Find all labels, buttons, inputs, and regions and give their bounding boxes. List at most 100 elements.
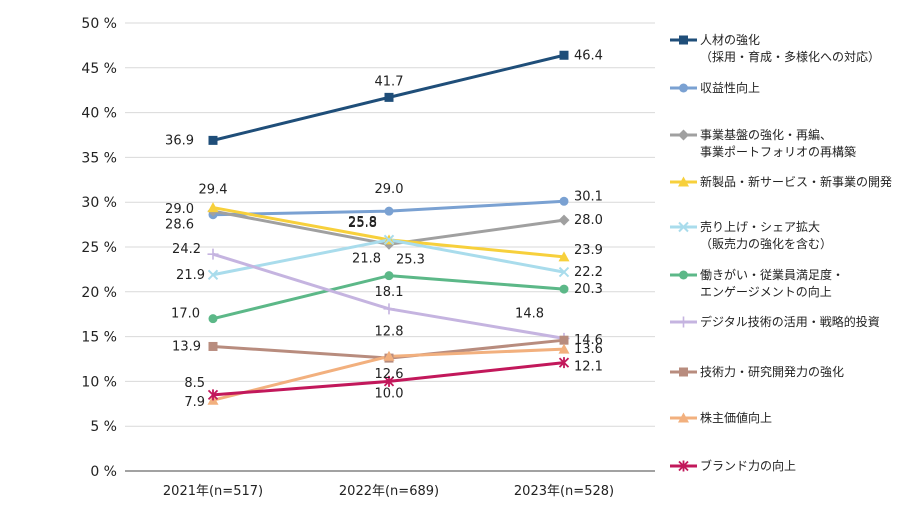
legend-swatch-marker xyxy=(678,412,689,423)
legend-sublabel: エンゲージメントの向上 xyxy=(700,284,832,299)
series-2-data-label: 28.6 xyxy=(165,218,194,233)
data-labels: 36.941.746.428.629.0 30.129.025.328.029.4… xyxy=(165,48,603,410)
y-tick-label: 0 % xyxy=(90,464,117,480)
series-5-point xyxy=(558,266,570,278)
x-tick-label: 2021年(n=517) xyxy=(163,484,263,499)
series-10-data-label: 8.5 xyxy=(184,376,205,391)
series-6-point xyxy=(559,284,569,294)
series-9-data-label: 12.8 xyxy=(375,324,404,339)
y-tick-label: 15 % xyxy=(81,330,117,346)
y-tick-label: 10 % xyxy=(81,374,117,390)
series-9-point xyxy=(558,343,570,354)
y-tick-label: 20 % xyxy=(81,285,117,301)
series-10-data-label: 12.1 xyxy=(574,360,603,375)
y-axis-ticks: 0 % 5 % 10 % 15 % 20 % 25 % 30 % 35 % 40 % 45 % 50… xyxy=(81,16,117,480)
legend-item: 株主価値向上 xyxy=(670,410,772,425)
legend-item: デジタル技術の活用・戦略的投資 xyxy=(670,314,880,329)
x-axis-ticks: 2021年(n=517) 2022年(n=689) 2023年(n=528) xyxy=(163,484,614,499)
x-tick-label: 2022年(n=689) xyxy=(339,484,439,499)
legend-item: 新製品・新サービス・新事業の開発 xyxy=(670,174,892,189)
legend-label: 人材の強化 xyxy=(700,33,760,47)
series-markers xyxy=(207,50,570,405)
series-6-point xyxy=(208,314,218,324)
legend-swatch-marker xyxy=(679,35,688,45)
series-9-point xyxy=(383,350,395,361)
legend-label: ブランド力の向上 xyxy=(700,458,796,473)
series-4-point xyxy=(558,251,570,262)
y-tick-label: 45 % xyxy=(81,61,117,77)
y-tick-label: 35 % xyxy=(81,150,117,166)
series-3-point xyxy=(558,214,570,226)
series-10-point xyxy=(558,357,570,369)
legend-swatch-marker xyxy=(679,270,688,280)
series-6-data-label: 17.0 xyxy=(171,307,200,322)
series-5-data-label: 25.8 xyxy=(348,216,377,231)
series-1-data-label: 41.7 xyxy=(375,74,404,89)
legend-item: 収益性向上 xyxy=(670,80,760,95)
series-6-point xyxy=(384,271,394,281)
series-6-data-label: 20.3 xyxy=(574,282,603,297)
series-lines xyxy=(212,53,565,402)
series-1-data-label: 46.4 xyxy=(574,48,603,63)
series-3-data-label: 28.0 xyxy=(574,213,603,228)
series-7-data-label: 18.1 xyxy=(375,285,404,300)
legend-swatch-marker xyxy=(678,460,689,472)
series-8-data-label: 13.9 xyxy=(172,339,201,354)
legend-label: 働きがい・従業員満足度・ xyxy=(700,267,844,282)
y-tick-label: 50 % xyxy=(81,16,117,32)
legend-label: 事業基盤の強化・再編、 xyxy=(700,127,832,142)
legend-swatch-marker xyxy=(678,221,689,233)
series-7-point xyxy=(207,248,219,260)
series-8-point xyxy=(559,335,569,345)
legend-sublabel: 事業ポートフォリオの再構築 xyxy=(700,144,856,159)
legend-item: 売り上げ・シェア拡大 （販売力の強化を含む） xyxy=(670,219,832,251)
series-2-data-label: 29.0 xyxy=(375,182,404,197)
legend-swatch-marker xyxy=(678,176,689,187)
series-2-data-label: 30.1 xyxy=(574,189,603,204)
series-7-point xyxy=(383,303,395,315)
series-6-data-label: 21.8 xyxy=(352,252,381,267)
series-9-data-label: 13.6 xyxy=(574,342,603,357)
legend-swatch-marker xyxy=(678,129,689,141)
series-7-data-label: 24.2 xyxy=(172,242,201,257)
series-5-point xyxy=(207,269,219,280)
y-tick-label: 25 % xyxy=(81,240,117,256)
legend-label: 株主価値向上 xyxy=(700,410,772,425)
series-10-point xyxy=(383,375,395,387)
series-1-point xyxy=(208,135,218,145)
series-10-data-label: 10.0 xyxy=(375,386,404,401)
legend-swatch-marker xyxy=(679,367,688,377)
legend-sublabel: （採用・育成・多様化への対応） xyxy=(700,49,880,64)
series-4-data-label: 29.4 xyxy=(199,183,228,198)
series-9-data-label: 7.9 xyxy=(184,395,205,410)
series-3-data-label: 25.3 xyxy=(396,252,425,267)
series-2-point xyxy=(559,196,569,206)
legend: 人材の強化 （採用・育成・多様化への対応） 収益性向上事業基盤の強化・再編、事業ポー… xyxy=(670,33,892,473)
series-5-point xyxy=(383,234,395,246)
series-7-data-label: 14.8 xyxy=(515,306,544,321)
legend-sublabel: （販売力の強化を含む） xyxy=(700,236,832,251)
legend-label: 技術力・研究開発力の強化 xyxy=(700,364,844,379)
series-2-point xyxy=(384,206,394,216)
legend-label: 売り上げ・シェア拡大 xyxy=(700,219,820,234)
series-8-data-label: 12.6 xyxy=(375,367,404,382)
x-tick-label: 2023年(n=528) xyxy=(514,484,614,499)
legend-label: 収益性向上 xyxy=(700,80,760,95)
legend-swatch-marker xyxy=(679,83,688,93)
series-10-point xyxy=(207,389,219,401)
legend-item: ブランド力の向上 xyxy=(670,458,796,473)
series-1-point xyxy=(559,50,569,60)
series-4-data-label: 25.8 xyxy=(348,215,377,230)
y-tick-label: 30 % xyxy=(81,195,117,211)
y-tick-label: 5 % xyxy=(90,419,117,435)
legend-label: デジタル技術の活用・戦略的投資 xyxy=(700,314,880,329)
series-4-point xyxy=(207,202,219,213)
legend-item: 人材の強化 （採用・育成・多様化への対応） xyxy=(670,33,880,64)
series-4-data-label: 23.9 xyxy=(574,243,603,258)
y-tick-label: 40 % xyxy=(81,106,117,122)
series-8-data-label: 14.6 xyxy=(574,333,603,348)
legend-item: 働きがい・従業員満足度・エンゲージメントの向上 xyxy=(670,267,844,299)
legend-item: 事業基盤の強化・再編、事業ポートフォリオの再構築 xyxy=(670,127,856,159)
series-3-data-label: 29.0 xyxy=(165,202,194,217)
